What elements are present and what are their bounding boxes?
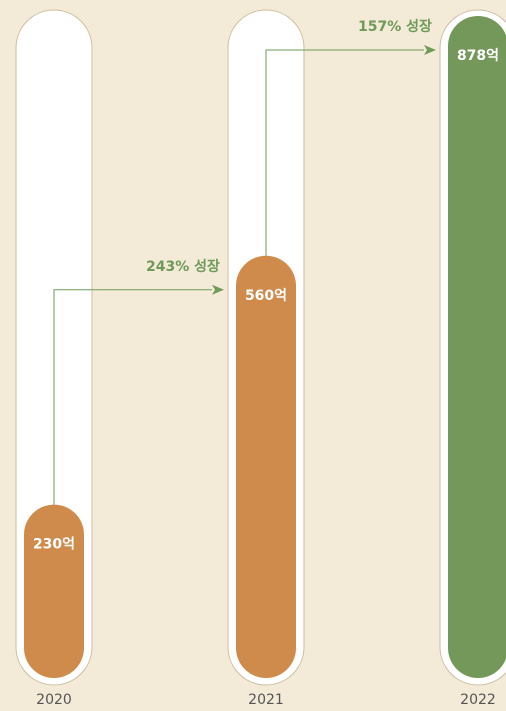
x-tick-label: 2020 xyxy=(36,692,72,708)
bar xyxy=(236,255,296,679)
x-tick-label: 2022 xyxy=(460,692,496,708)
growth-arrow xyxy=(53,289,212,505)
arrow-head xyxy=(424,45,436,55)
value-label: 230억 xyxy=(33,537,75,553)
arrow-head xyxy=(212,284,224,295)
growth-arrow xyxy=(265,49,424,256)
growth-label: 157% 성장 xyxy=(358,18,432,35)
bar xyxy=(448,16,506,678)
value-label: 878억 xyxy=(457,48,499,64)
growth-label: 243% 성장 xyxy=(146,258,220,275)
value-label: 560억 xyxy=(245,288,287,304)
bar xyxy=(24,504,84,678)
x-tick-label: 2021 xyxy=(248,692,284,708)
